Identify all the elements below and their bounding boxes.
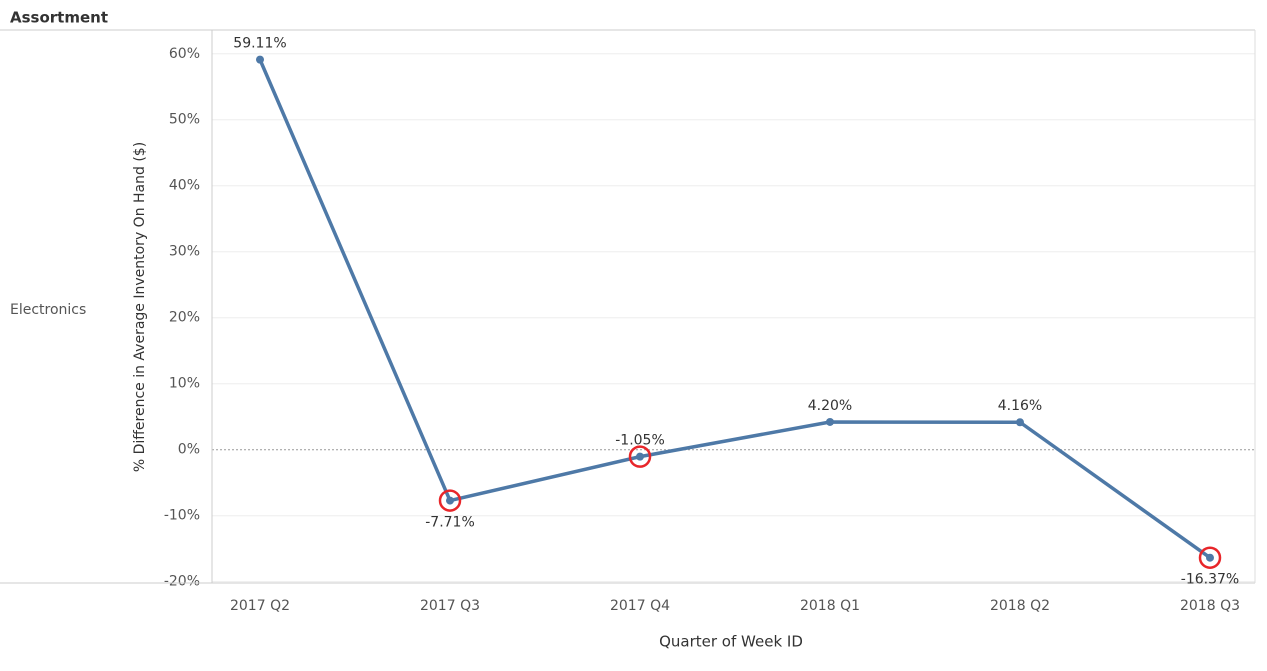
row-label: Electronics — [10, 302, 86, 318]
point — [826, 417, 834, 426]
highlight-ring — [628, 445, 652, 468]
data-label: 4.20% — [808, 398, 852, 414]
data-label: -1.05% — [615, 433, 665, 449]
highlight-ring — [438, 489, 462, 512]
y-tick-label: 10% — [169, 376, 200, 392]
data-label: -16.37% — [1181, 572, 1239, 588]
y-tick-label: 40% — [169, 178, 200, 194]
y-tick-label: -20% — [164, 574, 200, 590]
point — [636, 452, 644, 461]
x-tick-label: 2018 Q3 — [1180, 598, 1240, 614]
x-tick-label: 2017 Q3 — [420, 598, 480, 614]
x-tick-label: 2017 Q4 — [610, 598, 670, 614]
point — [1016, 418, 1024, 427]
point — [446, 496, 454, 505]
y-tick-label: 20% — [169, 310, 200, 326]
x-tick-label: 2017 Q2 — [230, 598, 290, 614]
data-label: 59.11% — [233, 36, 286, 52]
highlight-ring — [1198, 546, 1222, 569]
y-tick-label: 0% — [178, 442, 200, 458]
x-tick-label: 2018 Q1 — [800, 598, 860, 614]
line — [258, 58, 1212, 560]
y-tick-label: 60% — [169, 46, 200, 62]
y-axis-title: % Difference in Average Inventory On Han… — [132, 142, 148, 472]
y-tick-label: 50% — [169, 112, 200, 128]
data-label: -7.71% — [425, 515, 475, 531]
data-label: 4.16% — [998, 398, 1042, 414]
y-tick-label: -10% — [164, 508, 200, 524]
x-tick-label: 2018 Q2 — [990, 598, 1050, 614]
point — [256, 55, 264, 64]
y-tick-label: 30% — [169, 244, 200, 260]
x-axis-title: Quarter of Week ID — [659, 633, 803, 651]
row-header: Assortment — [10, 9, 108, 27]
point — [1206, 553, 1214, 562]
